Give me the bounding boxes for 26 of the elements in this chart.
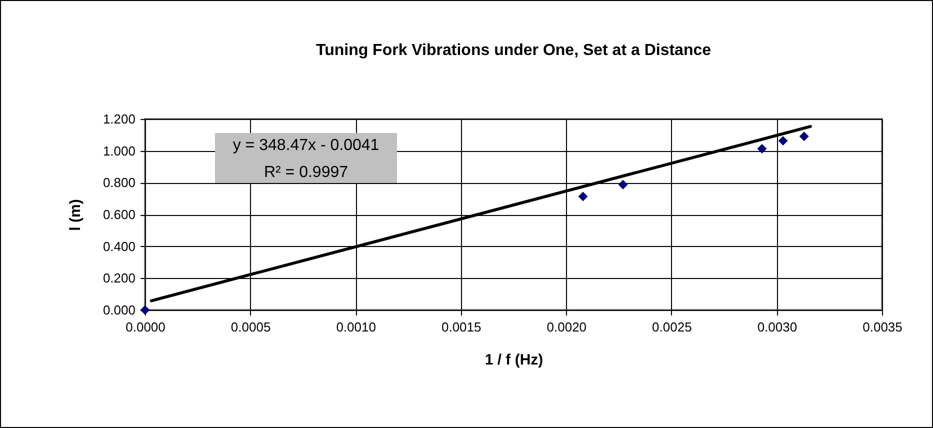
y-tick-label: 0.000 <box>102 302 136 318</box>
y-tick-label: 0.400 <box>102 238 136 254</box>
annotation: y = 348.47x - 0.0041 <box>232 137 380 154</box>
x-tick-label: 0.0005 <box>230 320 271 334</box>
point <box>778 136 788 146</box>
point <box>140 305 150 315</box>
chart-title: Tuning Fork Vibrations under One, Set at a Distance <box>316 42 712 59</box>
x-tick-label: 0.0025 <box>652 320 692 334</box>
annotation: R² = 0.9997 <box>264 164 348 181</box>
y-tick-label: 0.800 <box>102 175 136 190</box>
point <box>757 144 767 154</box>
y-tick-label: 1.000 <box>102 143 136 158</box>
x-axis-title: 1 / f (Hz) <box>484 352 544 368</box>
x-tick-label: 0.0035 <box>862 320 902 334</box>
y-axis-title: l (m) <box>66 199 84 231</box>
x-tick-label: 0.0010 <box>336 320 376 334</box>
point <box>799 132 809 142</box>
x-tick-label: 0.0015 <box>441 320 482 334</box>
x-tick-label: 0.0030 <box>757 320 798 334</box>
y-tick-label: 0.600 <box>102 207 136 222</box>
x-tick-label: 0.0000 <box>126 320 166 334</box>
y-tick-label: 1.200 <box>102 112 136 126</box>
point <box>578 192 588 202</box>
y-tick-label: 0.200 <box>102 270 136 286</box>
point <box>618 180 628 190</box>
x-tick-label: 0.0020 <box>546 320 587 334</box>
